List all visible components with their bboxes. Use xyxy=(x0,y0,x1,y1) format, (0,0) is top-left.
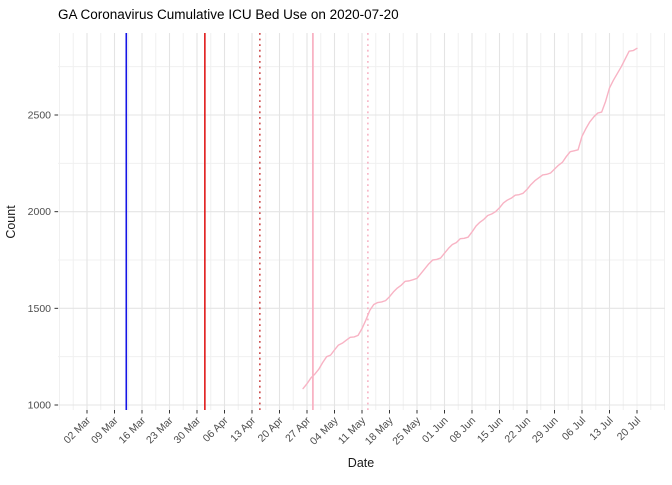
minor-gridlines xyxy=(58,33,665,410)
x-tick-label: 16 Mar xyxy=(117,414,149,446)
x-tick-label: 04 May xyxy=(308,414,341,447)
axis-tick-marks xyxy=(54,114,638,414)
x-tick-label: 06 Jul xyxy=(560,415,588,443)
x-tick-label: 08 Jun xyxy=(447,415,478,446)
y-axis-tick-labels: 1000 1500 2000 2500 xyxy=(28,110,52,412)
x-tick-label: 13 Apr xyxy=(228,414,258,444)
x-tick-label: 18 May xyxy=(363,414,396,447)
x-tick-label: 01 Jun xyxy=(420,415,451,446)
data-series xyxy=(302,47,638,390)
x-tick-label: 20 Jul xyxy=(615,415,643,443)
cumulative-icu-bed-use-line xyxy=(302,47,638,390)
x-tick-label: 29 Jun xyxy=(530,415,561,446)
x-tick-label: 20 Apr xyxy=(256,414,286,444)
y-tick-label: 2000 xyxy=(28,206,52,218)
x-tick-label: 30 Mar xyxy=(172,414,204,446)
x-tick-label: 11 May xyxy=(336,414,369,447)
x-tick-label: 02 Mar xyxy=(62,414,94,446)
x-tick-label: 09 Mar xyxy=(89,414,121,446)
x-tick-label: 13 Jul xyxy=(587,415,615,443)
y-tick-label: 1000 xyxy=(28,400,52,412)
x-tick-label: 23 Mar xyxy=(144,414,176,446)
x-tick-label: 06 Apr xyxy=(201,414,231,444)
reference-vlines xyxy=(125,33,369,410)
x-tick-label: 25 May xyxy=(390,414,423,447)
x-axis-title: Date xyxy=(348,456,374,470)
y-tick-label: 1500 xyxy=(28,303,52,315)
y-axis-title: Count xyxy=(4,205,18,239)
major-gridlines xyxy=(58,33,665,410)
y-tick-label: 2500 xyxy=(28,110,52,122)
x-tick-label: 15 Jun xyxy=(475,415,506,446)
chart-title: GA Coronavirus Cumulative ICU Bed Use on… xyxy=(58,7,399,22)
x-tick-label: 22 Jun xyxy=(502,415,533,446)
